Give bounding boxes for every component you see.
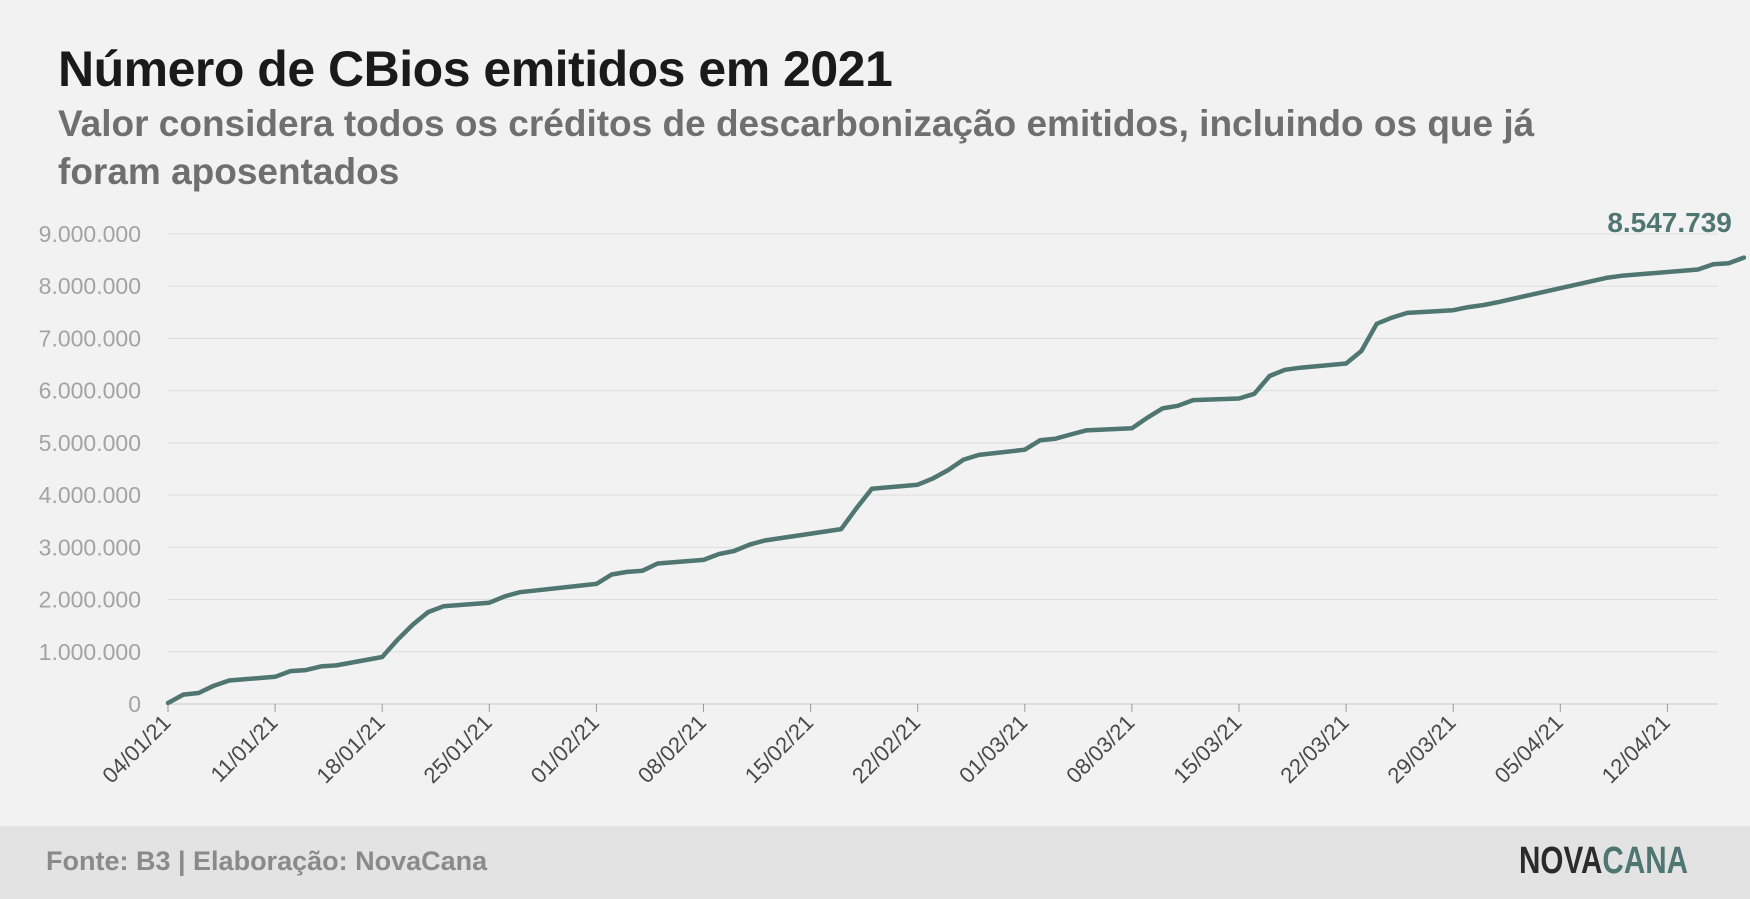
y-tick-label: 9.000.000 xyxy=(39,221,141,247)
y-tick-label: 4.000.000 xyxy=(39,482,141,508)
x-tick-label: 15/02/21 xyxy=(740,710,818,788)
x-axis-ticks: 04/01/21 11/01/21 18/01/21 25/01/21 01/02/21… xyxy=(97,704,1675,788)
y-tick-label: 1.000.000 xyxy=(39,639,141,665)
annotation-layer: 8.547.739 xyxy=(1607,207,1732,238)
x-tick-label: 08/03/21 xyxy=(1061,710,1139,788)
x-tick-label: 22/02/21 xyxy=(847,710,925,788)
x-tick-label: 18/01/21 xyxy=(312,710,390,788)
source-text: Fonte: B3 | Elaboração: NovaCana xyxy=(46,846,488,876)
footer-bar: Fonte: B3 | Elaboração: NovaCana NOVACAN… xyxy=(0,826,1750,899)
x-tick-label: 15/03/21 xyxy=(1168,710,1246,788)
x-tick-label: 22/03/21 xyxy=(1275,710,1353,788)
x-tick-label: 05/04/21 xyxy=(1490,710,1568,788)
series-layer xyxy=(165,255,1747,706)
x-tick-label: 29/03/21 xyxy=(1383,710,1461,788)
chart-subtitle: Valor considera todos os créditos de des… xyxy=(58,103,1535,192)
y-tick-label: 0 xyxy=(128,691,141,717)
y-tick-label: 2.000.000 xyxy=(39,587,141,613)
y-tick-label: 6.000.000 xyxy=(39,378,141,404)
x-tick-label: 01/03/21 xyxy=(954,710,1032,788)
x-tick-label: 01/02/21 xyxy=(526,710,604,788)
y-tick-label: 3.000.000 xyxy=(39,534,141,560)
end-value-label: 8.547.739 xyxy=(1607,207,1732,238)
x-tick-label: 12/04/21 xyxy=(1597,710,1675,788)
series-line xyxy=(165,255,1747,706)
y-tick-label: 8.000.000 xyxy=(39,273,141,299)
y-axis-ticks: 0 1.000.000 2.000.000 3.000.000 4.000.000 5.0… xyxy=(39,221,141,717)
x-tick-label: 25/01/21 xyxy=(419,710,497,788)
novacana-logo: NOVACANA xyxy=(1519,840,1688,883)
y-tick-label: 5.000.000 xyxy=(39,430,141,456)
line-chart: 0 1.000.000 2.000.000 3.000.000 4.000.000 5.0… xyxy=(39,207,1747,788)
x-tick-label: 08/02/21 xyxy=(633,710,711,788)
x-tick-label: 04/01/21 xyxy=(97,710,175,788)
chart-title: Número de CBios emitidos em 2021 xyxy=(58,41,893,97)
grid-lines xyxy=(168,233,1718,705)
logo-text-cana: CANA xyxy=(1602,840,1689,882)
x-tick-label: 11/01/21 xyxy=(206,710,283,787)
logo-text-nova: NOVA xyxy=(1519,840,1603,882)
y-tick-label: 7.000.000 xyxy=(39,325,141,351)
